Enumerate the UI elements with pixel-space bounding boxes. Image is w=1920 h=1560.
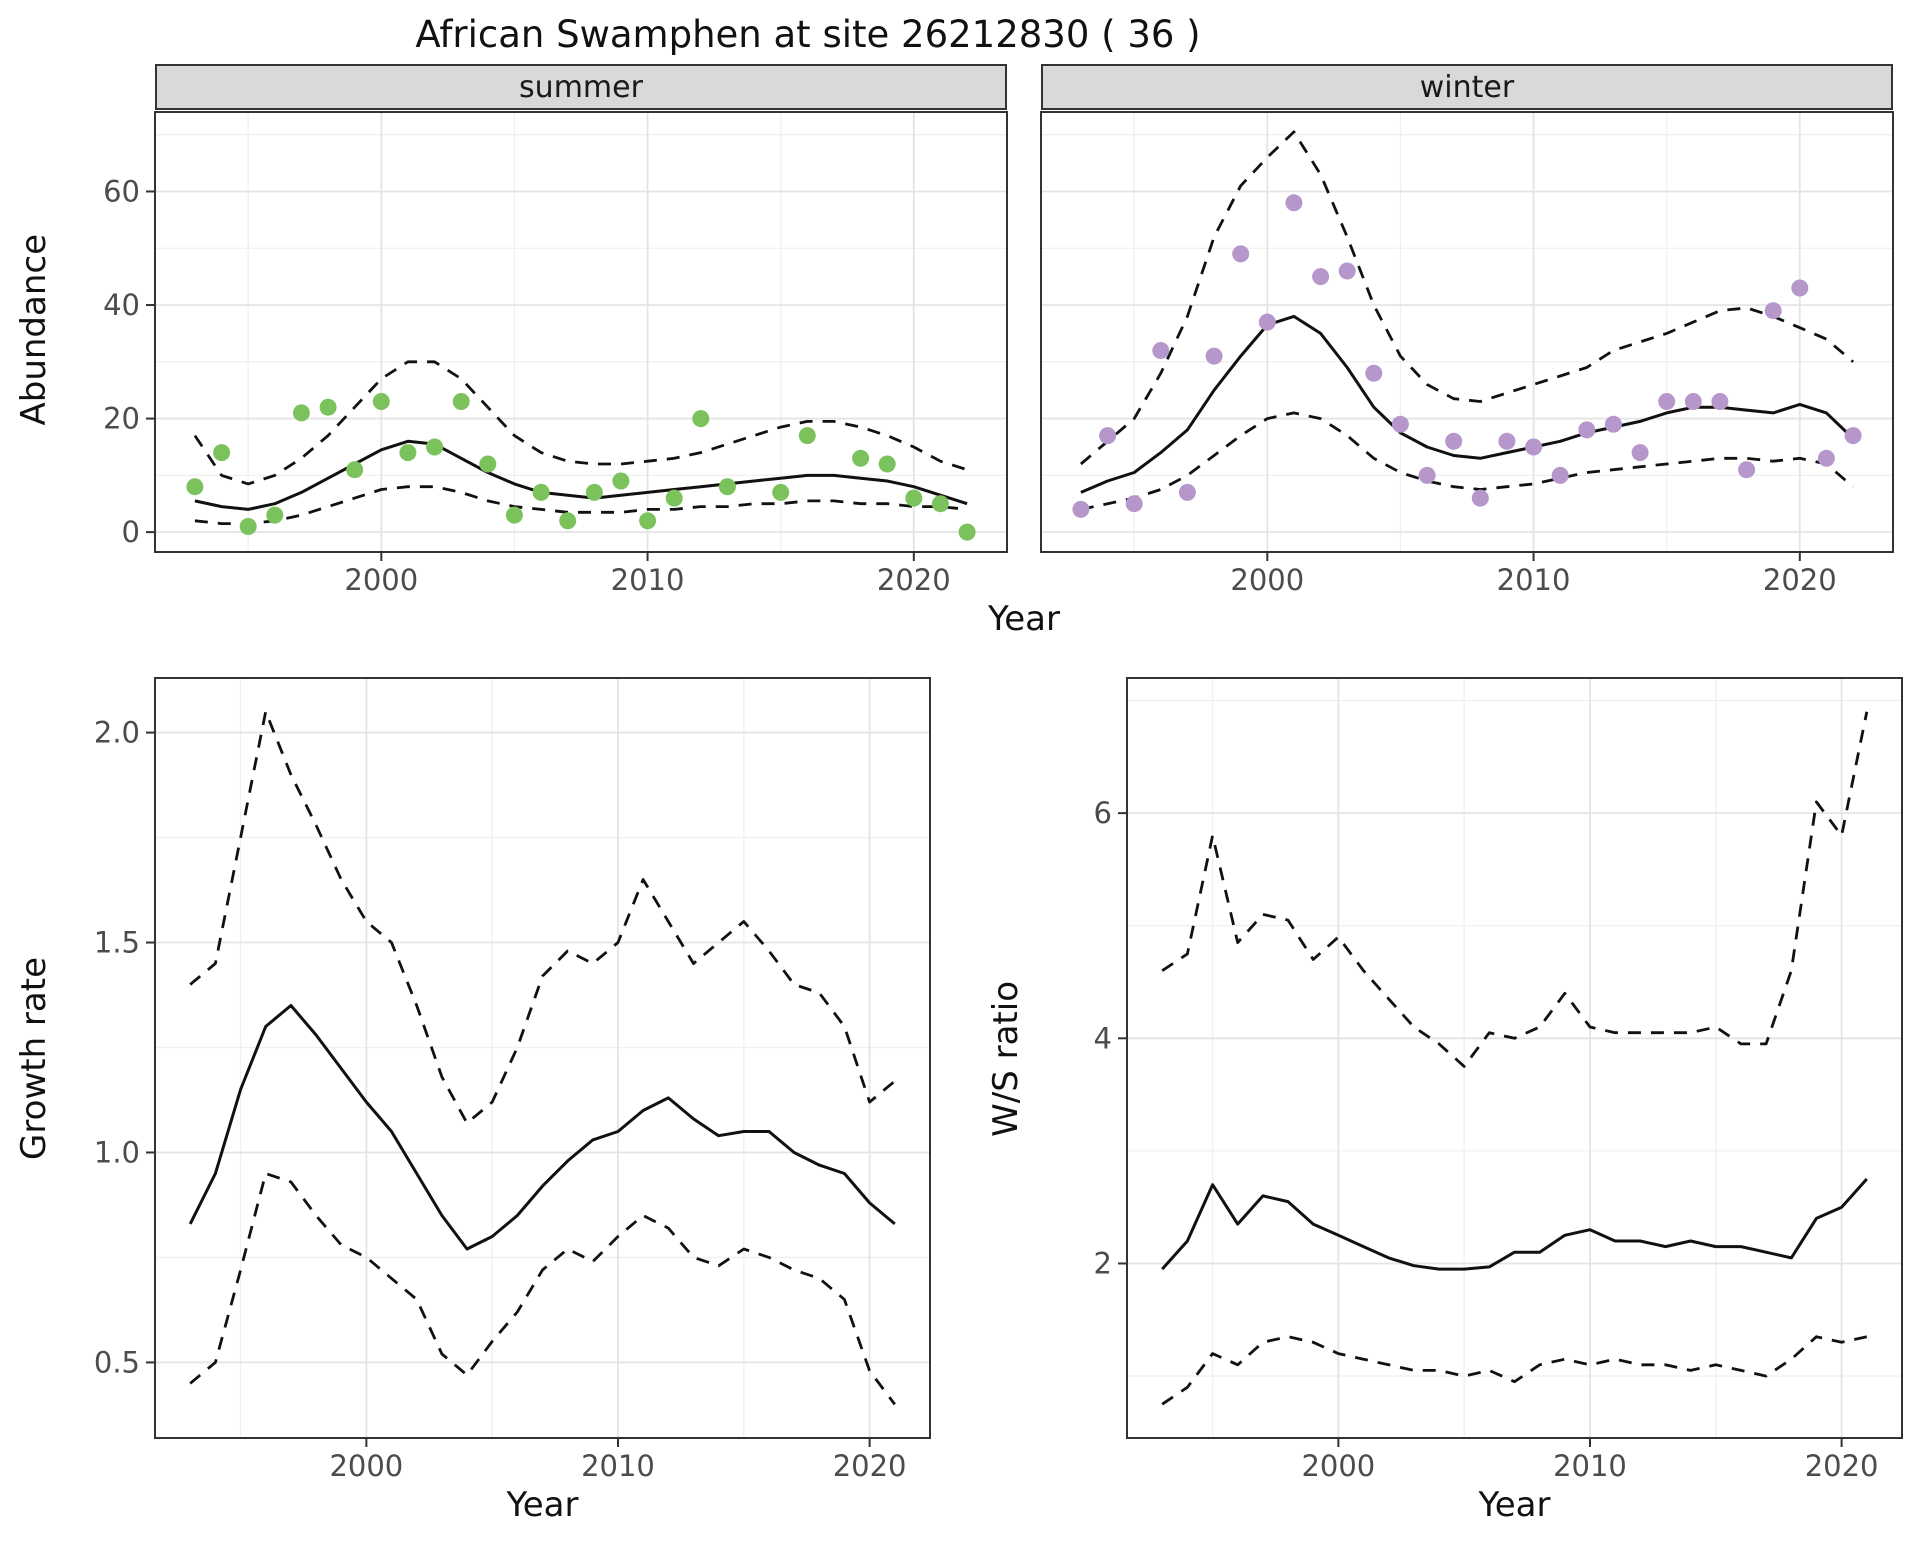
svg-text:2: 2: [1094, 1246, 1112, 1280]
chart-title: African Swamphen at site 26212830 ( 36 ): [415, 13, 1201, 56]
y-axis-title-abundance-col: Abundance: [8, 64, 60, 596]
svg-text:2020: 2020: [1763, 563, 1837, 596]
svg-text:2020: 2020: [833, 1449, 907, 1483]
ws-ratio-block: W/S ratio 2000 2010 2020 2 4 6 Year: [980, 666, 1912, 1531]
y-axis-title-ratio-col: W/S ratio: [980, 666, 1032, 1531]
svg-text:1.0: 1.0: [94, 1135, 140, 1169]
svg-text:2020: 2020: [1805, 1449, 1879, 1483]
svg-text:1.5: 1.5: [94, 926, 140, 960]
growth-rate-chart-col: 2000 2010 2020 0.5 1.0 1.5 2.0 Year: [60, 666, 940, 1531]
svg-text:2010: 2010: [611, 563, 685, 596]
x-axis-title-top: Year: [988, 599, 1060, 639]
facet-strip-summer-label: summer: [519, 69, 643, 105]
facet-strip-winter-label: winter: [1419, 69, 1515, 105]
svg-text:4: 4: [1094, 1021, 1112, 1055]
ws-ratio-chart: 2000 2010 2020 2 4 6: [1032, 666, 1912, 1483]
growth-rate-block: Growth rate 2000 2010 2020 0.5 1.0 1.5 2.0 Yea…: [8, 666, 940, 1531]
summer-abundance-chart: 2000 2010 2020 0 20 40 60: [60, 110, 1015, 596]
svg-text:0: 0: [122, 515, 140, 549]
winter-abundance-chart: 2000 2010 2020: [1015, 110, 1901, 596]
y-axis-title-abundance: Abundance: [14, 234, 54, 426]
ws-ratio-chart-col: 2000 2010 2020 2 4 6 Year: [1032, 666, 1912, 1531]
y-axis-title-growth-col: Growth rate: [8, 666, 60, 1531]
svg-text:2010: 2010: [1497, 563, 1571, 596]
facet-summer: summer 2000 2010 2020 0 20 40 60: [60, 64, 1015, 596]
svg-text:2000: 2000: [1301, 1449, 1375, 1483]
svg-text:40: 40: [103, 288, 140, 322]
growth-rate-chart: 2000 2010 2020 0.5 1.0 1.5 2.0: [60, 666, 940, 1483]
abundance-facet-row: Abundance summer 2000 2010 2020 0 20 40 60 win…: [8, 64, 1912, 596]
svg-text:2010: 2010: [581, 1449, 655, 1483]
facet-strip-winter: winter: [1041, 64, 1893, 110]
svg-text:2.0: 2.0: [94, 716, 140, 750]
svg-text:2000: 2000: [329, 1449, 403, 1483]
svg-text:2000: 2000: [1230, 563, 1304, 596]
svg-text:2000: 2000: [344, 563, 418, 596]
x-axis-title-growth: Year: [506, 1485, 579, 1525]
svg-text:2010: 2010: [1553, 1449, 1627, 1483]
svg-text:2020: 2020: [877, 563, 951, 596]
x-axis-title-ratio: Year: [1478, 1485, 1551, 1525]
facet-strip-summer: summer: [155, 64, 1007, 110]
y-axis-title-growth: Growth rate: [14, 957, 54, 1160]
y-axis-title-ratio: W/S ratio: [986, 980, 1026, 1137]
bottom-row: Growth rate 2000 2010 2020 0.5 1.0 1.5 2.0 Yea…: [8, 666, 1912, 1531]
svg-text:6: 6: [1094, 796, 1112, 830]
svg-text:60: 60: [103, 174, 140, 208]
svg-text:0.5: 0.5: [94, 1345, 140, 1379]
svg-text:20: 20: [103, 402, 140, 436]
facet-winter: winter 2000 2010 2020: [1015, 64, 1901, 596]
